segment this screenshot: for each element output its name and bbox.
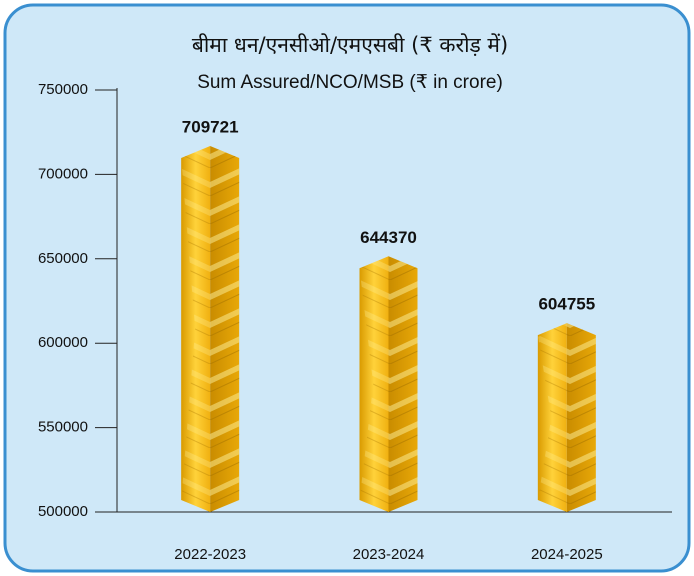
y-tick-label: 700000	[38, 165, 88, 182]
bar-texture	[388, 256, 418, 512]
bar	[537, 323, 596, 512]
bar-texture	[210, 145, 240, 512]
x-tick-label: 2023-2024	[353, 546, 425, 563]
y-tick-label: 650000	[38, 250, 88, 267]
y-tick-label: 550000	[38, 419, 88, 436]
panel	[3, 3, 691, 573]
x-tick-label: 2024-2025	[531, 546, 603, 563]
value-label: 604755	[538, 295, 595, 314]
bar	[359, 256, 418, 512]
chart-title: बीमा धन/एनसीओ/एमएसबी (₹ करोड़ में)	[192, 33, 508, 57]
x-tick-label: 2022-2023	[174, 546, 246, 563]
y-tick-label: 600000	[38, 334, 88, 351]
bar-texture	[566, 323, 596, 512]
y-tick-label: 750000	[38, 81, 88, 98]
y-tick-label: 500000	[38, 503, 88, 520]
value-label: 709721	[182, 117, 239, 136]
value-label: 644370	[360, 228, 417, 247]
chart-subtitle: Sum Assured/NCO/MSB (₹ in crore)	[197, 72, 503, 93]
bar	[181, 145, 240, 512]
